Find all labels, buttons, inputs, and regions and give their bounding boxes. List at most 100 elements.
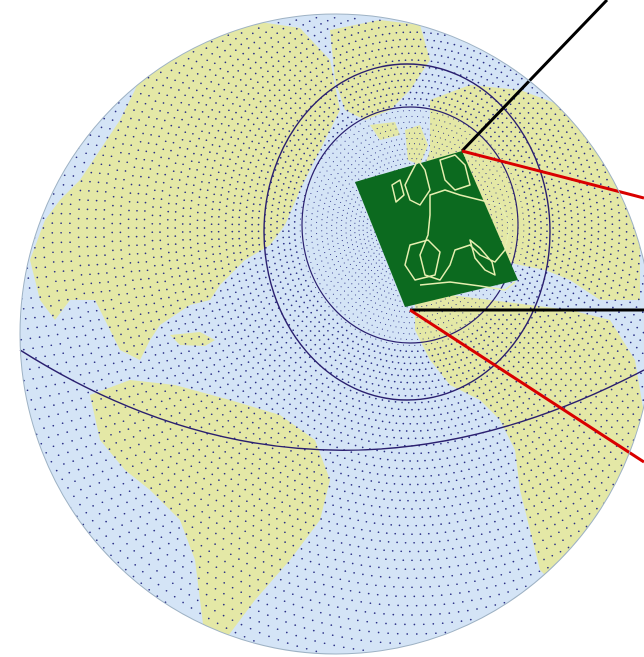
- grid-point: [333, 389, 336, 392]
- grid-point: [239, 202, 242, 205]
- grid-point: [351, 156, 353, 158]
- grid-point: [583, 319, 586, 322]
- grid-point: [159, 231, 161, 233]
- grid-point: [242, 64, 245, 66]
- grid-point: [337, 173, 339, 175]
- grid-point: [211, 109, 214, 111]
- grid-point: [361, 415, 364, 418]
- grid-point: [433, 39, 436, 42]
- grid-point: [496, 76, 498, 79]
- grid-point: [490, 318, 492, 321]
- grid-point: [417, 45, 420, 48]
- grid-point: [189, 223, 191, 225]
- grid-point: [247, 285, 250, 288]
- grid-point: [457, 52, 460, 54]
- grid-point: [321, 235, 323, 237]
- grid-point: [406, 85, 409, 88]
- grid-point: [255, 148, 257, 151]
- grid-point: [377, 269, 379, 272]
- grid-point: [187, 175, 189, 178]
- grid-point: [338, 247, 340, 250]
- grid-point: [562, 125, 565, 127]
- grid-point: [422, 127, 424, 129]
- grid-point: [345, 232, 347, 234]
- grid-point: [586, 269, 588, 272]
- grid-point: [563, 247, 566, 249]
- grid-point: [329, 98, 332, 101]
- grid-point: [268, 364, 271, 367]
- grid-point: [358, 485, 361, 488]
- grid-point: [381, 328, 383, 330]
- grid-point: [428, 145, 431, 147]
- grid-point: [575, 384, 577, 386]
- grid-point: [257, 92, 260, 94]
- grid-point: [334, 250, 336, 253]
- grid-point: [345, 403, 348, 405]
- grid-point: [293, 134, 295, 137]
- grid-point: [336, 140, 338, 142]
- grid-point: [510, 207, 512, 209]
- grid-point: [579, 401, 582, 404]
- grid-point: [382, 154, 384, 156]
- grid-point: [444, 298, 446, 300]
- grid-point: [238, 244, 241, 247]
- grid-point: [383, 137, 385, 139]
- grid-point: [392, 414, 395, 417]
- grid-point: [490, 152, 492, 154]
- grid-point: [611, 223, 614, 226]
- grid-point: [527, 361, 530, 364]
- grid-point: [563, 406, 566, 409]
- grid-point: [349, 129, 352, 131]
- grid-point: [617, 204, 620, 207]
- grid-point: [388, 267, 390, 270]
- grid-point: [174, 291, 177, 294]
- grid-point: [610, 208, 613, 211]
- grid-point: [347, 168, 349, 170]
- grid-point: [517, 83, 519, 86]
- grid-point: [235, 369, 237, 371]
- grid-point: [249, 375, 252, 378]
- grid-point: [353, 98, 356, 101]
- grid-point: [386, 458, 389, 461]
- grid-point: [492, 113, 494, 116]
- grid-point: [384, 406, 387, 409]
- grid-point: [574, 407, 577, 409]
- grid-point: [384, 372, 387, 375]
- grid-point: [443, 391, 446, 394]
- grid-point: [328, 131, 330, 134]
- grid-point: [242, 142, 245, 145]
- grid-point: [506, 126, 508, 129]
- grid-point: [292, 159, 295, 162]
- grid-point: [414, 52, 417, 55]
- grid-point: [518, 102, 521, 105]
- grid-point: [284, 161, 287, 163]
- grid-point: [533, 270, 536, 273]
- grid-point: [377, 27, 380, 29]
- grid-point: [298, 374, 301, 377]
- grid-point: [375, 262, 377, 264]
- grid-point: [227, 263, 230, 266]
- grid-point: [313, 479, 316, 482]
- grid-point: [492, 340, 494, 343]
- grid-point: [419, 132, 421, 135]
- grid-point: [308, 97, 311, 100]
- grid-point: [364, 334, 366, 336]
- grid-point: [289, 140, 292, 142]
- grid-point: [357, 453, 360, 456]
- grid-point: [409, 153, 411, 155]
- grid-point: [573, 350, 576, 352]
- grid-point: [537, 148, 540, 151]
- grid-point: [345, 322, 347, 324]
- grid-point: [252, 155, 254, 157]
- grid-point: [621, 323, 623, 326]
- grid-point: [440, 481, 443, 484]
- grid-point: [409, 422, 412, 425]
- grid-point: [427, 128, 429, 130]
- grid-point: [353, 194, 355, 196]
- grid-point: [472, 325, 475, 327]
- grid-point: [166, 227, 169, 229]
- grid-point: [225, 248, 228, 251]
- grid-point: [409, 162, 411, 164]
- grid-point: [305, 215, 307, 217]
- grid-point: [479, 401, 482, 404]
